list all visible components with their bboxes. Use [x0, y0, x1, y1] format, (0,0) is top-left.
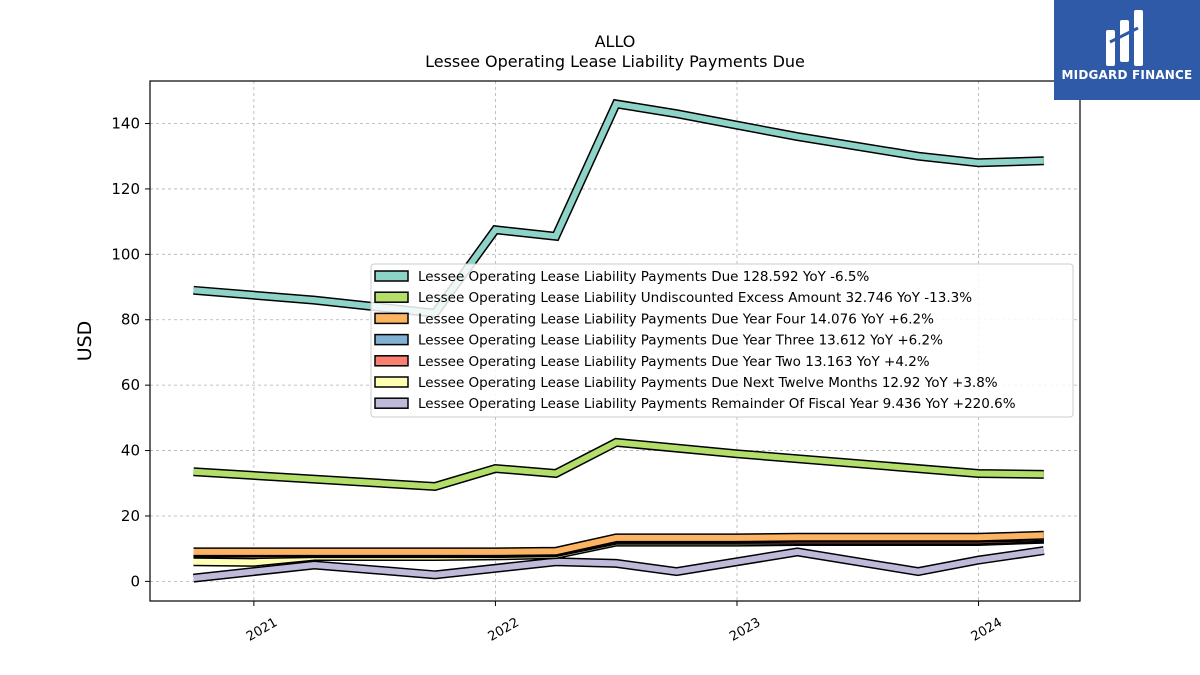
legend-swatch: [374, 312, 409, 325]
legend-swatch: [374, 270, 409, 282]
y-tick-label: 80: [121, 311, 140, 329]
legend-entry: Lessee Operating Lease Liability Undisco…: [418, 290, 972, 306]
y-tick-label: 120: [111, 180, 140, 198]
y-tick-label: 20: [121, 507, 140, 525]
legend-entry: Lessee Operating Lease Liability Payment…: [418, 354, 930, 370]
legend-entry: Lessee Operating Lease Liability Payment…: [418, 333, 943, 349]
legend-swatch: [374, 376, 409, 388]
y-tick-label: 0: [130, 572, 140, 590]
midgard-finance-logo: MIDGARD FINANCE: [1054, 0, 1200, 100]
plot-frame: [149, 80, 1081, 602]
legend-box: [370, 263, 1074, 418]
y-tick-label: 100: [111, 245, 140, 263]
legend-entry: Lessee Operating Lease Liability Payment…: [418, 311, 934, 327]
chart-title: ALLO: [595, 32, 636, 51]
y-tick-label: 140: [111, 115, 140, 133]
legend-swatch: [374, 397, 409, 409]
y-axis-label: USD: [74, 321, 96, 362]
x-tick-label: 2024: [969, 615, 1005, 645]
x-tick-label: 2023: [727, 615, 763, 645]
chart-subtitle: Lessee Operating Lease Liability Payment…: [425, 52, 805, 71]
x-tick-label: 2021: [244, 615, 280, 645]
logo-mark-icon: [1106, 10, 1143, 66]
legend-swatch: [374, 291, 409, 303]
legend-swatch: [374, 333, 409, 346]
legend-entry: Lessee Operating Lease Liability Payment…: [418, 269, 869, 285]
y-tick-label: 40: [121, 442, 140, 460]
logo-text: MIDGARD FINANCE: [1061, 68, 1193, 82]
series-line: [193, 439, 1044, 490]
legend-swatch: [374, 355, 409, 367]
legend-entry: Lessee Operating Lease Liability Payment…: [418, 396, 1016, 412]
series-line: [193, 532, 1044, 555]
series-line: [193, 547, 1045, 582]
legend: Lessee Operating Lease Liability Payment…: [370, 263, 1074, 418]
y-tick-label: 60: [121, 376, 140, 394]
series-layer: [193, 98, 1045, 583]
x-tick-label: 2022: [486, 615, 522, 645]
legend-entry: Lessee Operating Lease Liability Payment…: [418, 375, 998, 391]
